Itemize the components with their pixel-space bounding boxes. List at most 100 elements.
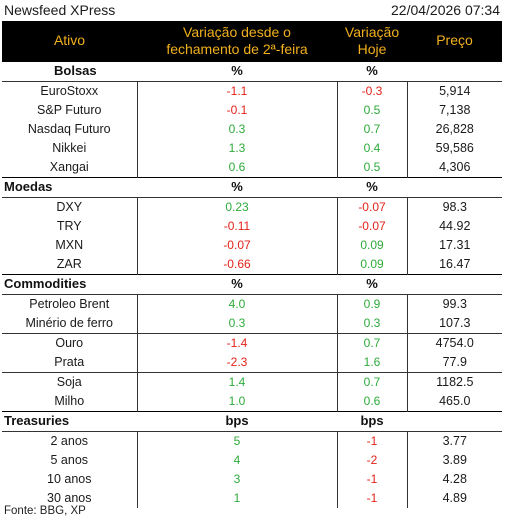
price-value: 4.89 [442, 491, 467, 505]
variation-today-value: -1 [337, 488, 408, 508]
variation-week-value: 0.3 [137, 313, 338, 334]
price-value: 77.9 [407, 352, 502, 373]
variation-week-value: 1.0 [137, 391, 338, 411]
header-price: Preço [436, 32, 473, 49]
table-row: Xangai 0.6 0.5 4,306 [2, 157, 502, 177]
variation-today-value: -0.07 [337, 216, 408, 236]
table-row: 5 anos 4 -2 3.89 [2, 450, 502, 470]
header-ativo: Ativo [53, 32, 86, 49]
asset-name: MXN [2, 235, 138, 255]
section-unit-week: bps [137, 410, 337, 431]
section-unit-today: % [337, 176, 407, 197]
variation-today-value: -1 [337, 469, 408, 489]
section-unit-today: % [337, 273, 407, 294]
asset-name: Soja [2, 372, 138, 392]
section-spacer [407, 176, 502, 197]
variation-today-value: 0.7 [337, 333, 408, 353]
asset-name: Prata [2, 352, 138, 373]
section-spacer [407, 410, 502, 431]
table-row: ZAR -0.66 0.09 16.47 [2, 254, 502, 274]
variation-today-value: 1.6 [337, 352, 408, 373]
variation-today-value: 0.6 [337, 391, 408, 411]
section-spacer [407, 273, 502, 294]
price-value: 26,828 [435, 122, 474, 136]
header-variation-today: Variação Hoje [344, 23, 400, 57]
price-value: 7,138 [439, 103, 471, 117]
asset-name: S&P Futuro [2, 100, 138, 120]
variation-today-value: 0.09 [337, 254, 408, 274]
variation-week-value: -0.11 [137, 216, 338, 236]
variation-week-value: 0.6 [137, 157, 338, 177]
app-title: Newsfeed XPress [4, 2, 116, 18]
section-unit-week: % [137, 176, 337, 197]
asset-name: Nikkei [2, 138, 138, 158]
variation-week-value: 0.23 [137, 196, 338, 217]
asset-name: Ouro [2, 333, 138, 353]
timestamp: 22/04/2026 07:34 [391, 2, 500, 18]
table-row: Milho 1.0 0.6 465.0 [2, 391, 502, 411]
variation-today-value: -1 [337, 430, 408, 451]
price-value: 3.89 [442, 453, 467, 467]
variation-week-value: 0.3 [137, 119, 338, 139]
price-value: 44.92 [439, 219, 471, 233]
table-row: Nasdaq Futuro 0.3 0.7 26,828 [2, 119, 502, 139]
variation-week-value: 4 [137, 450, 338, 470]
variation-week-value: -0.07 [137, 235, 338, 255]
table-row: 10 anos 3 -1 4.28 [2, 469, 502, 489]
price-value: 98.3 [407, 196, 502, 217]
section-spacer [407, 60, 502, 81]
table-body: Bolsas%% EuroStoxx -1.1 -0.3 5,914 S&P Futuro… [2, 60, 502, 508]
table-row: Nikkei 1.3 0.4 59,586 [2, 138, 502, 158]
price-value: 107.3 [407, 313, 502, 334]
variation-today-value: 0.7 [337, 119, 408, 139]
price-value: 465.0 [439, 394, 471, 408]
variation-week-value: 1.4 [137, 372, 338, 392]
market-table: Ativo Variação desde o fechamento de 2ª-… [2, 21, 502, 508]
section-header-moedas: Moedas%% [2, 176, 502, 197]
variation-week-value: -0.66 [137, 254, 338, 274]
asset-name: 5 anos [2, 450, 138, 470]
section-header-bolsas: Bolsas%% [2, 60, 502, 81]
variation-today-value: 0.4 [337, 138, 408, 158]
asset-name: TRY [2, 216, 138, 236]
variation-week-value: -1.1 [137, 80, 338, 101]
table-row: 30 anos 1 -1 4.89 [2, 488, 502, 508]
table-row: Soja 1.4 0.7 1182.5 [2, 372, 502, 392]
variation-today-value: 0.7 [337, 372, 408, 392]
section-unit-week: % [137, 273, 337, 294]
section-label: Commodities [2, 273, 137, 294]
price-value: 4754.0 [435, 336, 474, 350]
section-unit-today: % [337, 60, 407, 81]
variation-week-value: 1.3 [137, 138, 338, 158]
asset-name: ZAR [2, 254, 138, 274]
variation-today-value: -0.3 [337, 80, 408, 101]
source-note: Fonte: BBG, XP [4, 505, 86, 517]
asset-name: Nasdaq Futuro [2, 119, 138, 139]
asset-name: Milho [2, 391, 138, 411]
price-value: 59,586 [435, 141, 474, 155]
variation-week-value: 1 [137, 488, 338, 508]
table-header: Ativo Variação desde o fechamento de 2ª-… [2, 21, 502, 61]
price-value: 17.31 [439, 238, 471, 252]
table-row: Prata -2.3 1.6 77.9 [2, 352, 502, 373]
price-value: 4.28 [442, 472, 467, 486]
variation-today-value: 0.5 [337, 100, 408, 120]
table-row: MXN -0.07 0.09 17.31 [2, 235, 502, 255]
section-label: Bolsas [2, 60, 137, 81]
variation-week-value: 5 [137, 430, 338, 451]
section-label: Moedas [2, 176, 137, 197]
table-row: TRY -0.11 -0.07 44.92 [2, 216, 502, 236]
asset-name: Xangai [2, 157, 138, 177]
price-value: 3.77 [407, 430, 502, 451]
table-row: S&P Futuro -0.1 0.5 7,138 [2, 100, 502, 120]
section-header-treasuries: Treasuries bps bps [2, 410, 502, 431]
price-value: 1182.5 [436, 375, 474, 389]
table-row: Petroleo Brent 4.0 0.9 99.3 [2, 293, 502, 314]
title-bar: Newsfeed XPress 22/04/2026 07:34 [2, 1, 502, 20]
asset-name: 30 anos [2, 488, 138, 508]
asset-name: Petroleo Brent [2, 293, 138, 314]
variation-today-value: 0.09 [337, 235, 408, 255]
variation-today-value: 0.5 [337, 157, 408, 177]
asset-name: 2 anos [2, 430, 138, 451]
